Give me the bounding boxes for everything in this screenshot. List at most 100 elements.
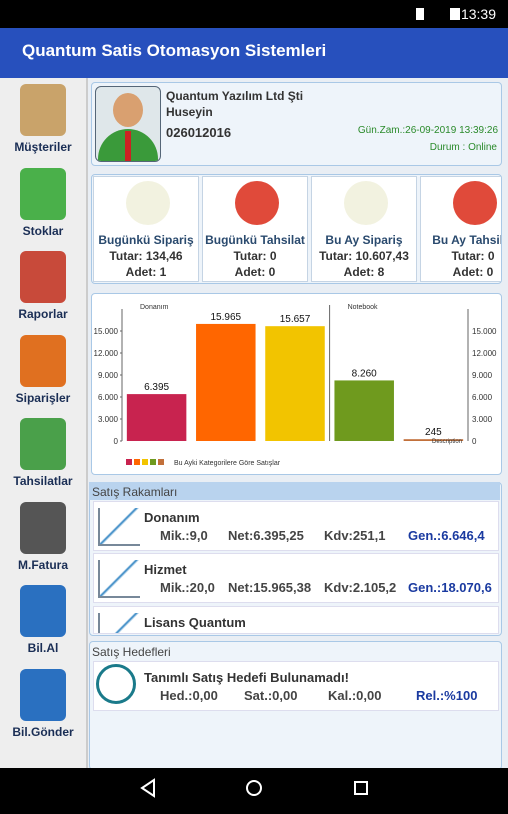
targets-header: Satış Hedefleri <box>92 645 171 659</box>
row-name: Lisans Quantum <box>144 615 246 630</box>
card-amount: Tutar: 10.607,43 <box>319 249 409 263</box>
sales-row[interactable]: Lisans Quantum <box>93 606 499 634</box>
sidebar-icon <box>20 418 66 470</box>
sidebar-item[interactable]: Bil.Gönder <box>0 663 86 746</box>
sidebar-item[interactable]: Müşteriler <box>0 78 86 161</box>
summary-card[interactable]: Bu Ay Sipariş Tutar: 10.607,43 Adet: 8 <box>311 176 417 282</box>
y2-tick-label: 9.000 <box>472 371 493 380</box>
legend-swatch <box>142 459 148 465</box>
y2-tick-label: 3.000 <box>472 415 493 424</box>
sales-row[interactable]: Hizmet Mik.:20,0 Net:15.965,38 Kdv:2.105,2 G… <box>93 553 499 603</box>
sidebar-label: Bil.Al <box>27 641 59 655</box>
group-label: Description <box>432 439 462 445</box>
sidebar-icon <box>20 334 66 387</box>
target-sat: Sat.:0,00 <box>244 688 298 703</box>
sidebar-item[interactable]: Bil.Al <box>0 579 86 662</box>
group-label: Donanım <box>140 304 169 311</box>
y2-tick-label: 15.000 <box>472 327 497 336</box>
sidebar-item[interactable]: M.Fatura <box>0 496 86 579</box>
row-icon <box>98 613 140 633</box>
recents-button[interactable] <box>354 781 368 795</box>
card-count: Adet: 8 <box>343 265 385 279</box>
card-title: Bu Ay Sipariş <box>325 233 403 247</box>
row-name: Hizmet <box>144 562 187 577</box>
y2-tick-label: 0 <box>472 437 477 446</box>
row-icon <box>98 508 140 546</box>
sidebar-item[interactable]: Siparişler <box>0 329 86 412</box>
row-vat: Kdv:2.105,2 <box>324 580 397 595</box>
card-amount: Tutar: 134,46 <box>109 249 183 263</box>
sidebar-label: Siparişler <box>15 390 71 405</box>
card-amount: Tutar: 0 <box>233 249 277 263</box>
sidebar: Müşteriler Stoklar Raporlar Siparişler Tahsi… <box>0 78 88 768</box>
sidebar-item[interactable]: Tahsilatlar <box>0 412 86 495</box>
y-tick-label: 9.000 <box>98 371 119 380</box>
sidebar-item[interactable]: Stoklar <box>0 162 86 245</box>
sidebar-label: Tahsilatlar <box>13 474 73 488</box>
row-name: Donanım <box>144 510 200 525</box>
row-qty: Mik.:9,0 <box>160 528 208 543</box>
sidebar-label: Müşteriler <box>14 140 72 154</box>
sales-header-bar <box>89 482 500 500</box>
app-title: Quantum Satis Otomasyon Sistemleri <box>22 41 327 60</box>
y-tick-label: 0 <box>114 437 119 446</box>
sidebar-icon <box>20 84 66 136</box>
home-button[interactable] <box>246 780 262 796</box>
summary-card[interactable]: Bugünkü Sipariş Tutar: 134,46 Adet: 1 <box>93 176 199 282</box>
y-tick-label: 3.000 <box>98 415 119 424</box>
legend-swatch <box>134 459 140 465</box>
legend-swatch <box>158 459 164 465</box>
card-title: Bugünkü Tahsilat <box>205 233 305 247</box>
row-total: Gen.:18.070,6 <box>408 580 492 595</box>
y-tick-label: 12.000 <box>94 349 119 358</box>
bar <box>403 439 464 441</box>
sidebar-icon <box>20 167 66 220</box>
target-message: Tanımlı Satış Hedefi Bulunamadı! <box>144 670 349 685</box>
y-tick-label: 15.000 <box>94 327 119 336</box>
summary-card[interactable]: Bugünkü Tahsilat Tutar: 0 Adet: 0 <box>202 176 308 282</box>
app-bar <box>0 28 508 78</box>
bar <box>265 326 325 441</box>
target-kal: Kal.:0,00 <box>328 688 382 703</box>
avatar[interactable] <box>95 86 161 162</box>
row-net: Net:6.395,25 <box>228 528 304 543</box>
summary-card[interactable]: Bu Ay Tahsilat Tutar: 0 Adet: 0 <box>420 176 501 282</box>
row-total: Gen.:6.646,4 <box>408 528 485 543</box>
sidebar-icon <box>20 251 66 303</box>
target-row[interactable]: Tanımlı Satış Hedefi Bulunamadı! Hed.:0,… <box>93 661 499 711</box>
value-label: 15.965 <box>211 312 242 323</box>
card-title: Bu Ay Tahsilat <box>432 233 501 247</box>
legend-swatch <box>126 459 132 465</box>
cards-panel: Bugünkü Sipariş Tutar: 134,46 Adet: 1 Bugün… <box>91 174 502 284</box>
card-count: Adet: 0 <box>234 265 276 279</box>
back-button[interactable] <box>140 778 155 798</box>
sales-header: Satış Rakamları <box>92 485 178 499</box>
legend-swatch <box>150 459 156 465</box>
status-time: 13:39 <box>460 6 496 22</box>
target-icon <box>96 664 136 704</box>
sidebar-label: M.Fatura <box>17 557 68 572</box>
card-icon <box>453 181 497 225</box>
y2-tick-label: 6.000 <box>472 393 493 402</box>
value-label: 15.657 <box>280 314 311 325</box>
sales-row[interactable]: Donanım Mik.:9,0 Net:6.395,25 Kdv:251,1 Gen.… <box>93 501 499 551</box>
card-icon <box>235 181 279 225</box>
row-qty: Mik.:20,0 <box>160 580 215 595</box>
sidebar-icon <box>20 668 66 721</box>
card-count: Adet: 1 <box>125 265 167 279</box>
sidebar-item[interactable]: Raporlar <box>0 245 86 328</box>
row-vat: Kdv:251,1 <box>324 528 386 543</box>
value-label: 8.260 <box>352 368 377 379</box>
nav-buttons <box>140 778 368 798</box>
card-icon <box>344 181 388 225</box>
nav-bar <box>0 768 508 814</box>
sidebar-label: Raporlar <box>18 307 68 321</box>
value-label: 245 <box>425 427 442 438</box>
status: Durum : Online <box>429 142 497 153</box>
bar <box>126 394 187 441</box>
row-net: Net:15.965,38 <box>228 580 312 595</box>
datetime: Gün.Zam.:26-09-2019 13:39:26 <box>357 125 498 136</box>
code: 026012016 <box>166 125 232 140</box>
bar <box>196 323 256 441</box>
